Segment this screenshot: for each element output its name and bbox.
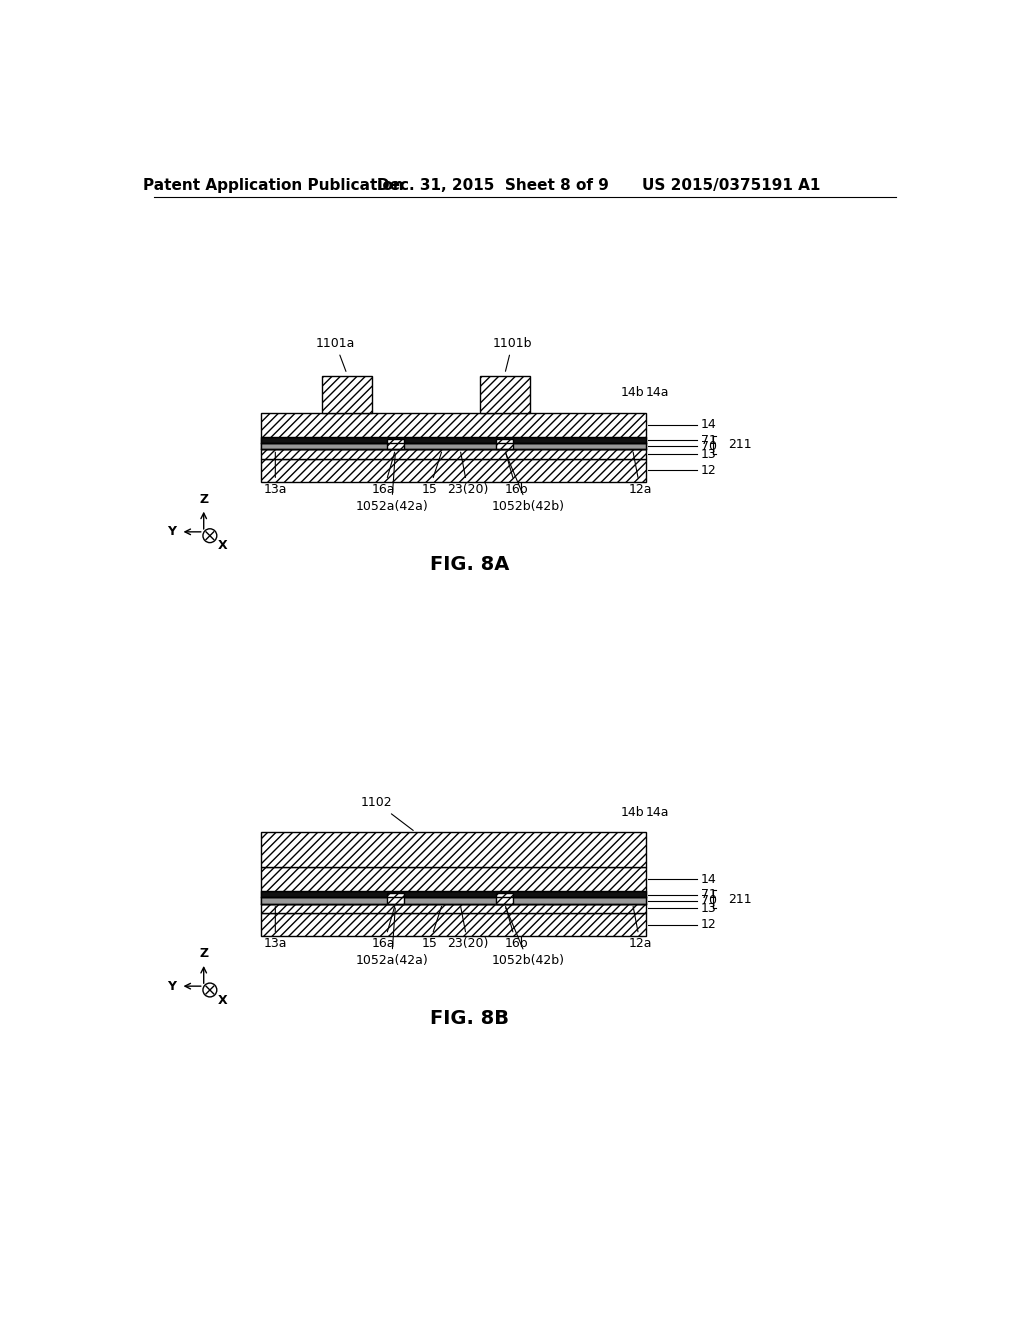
Bar <box>261 832 646 867</box>
Text: Dec. 31, 2015  Sheet 8 of 9: Dec. 31, 2015 Sheet 8 of 9 <box>377 178 608 193</box>
Text: 12: 12 <box>701 917 717 931</box>
Bar <box>261 437 360 449</box>
Bar <box>261 896 646 904</box>
Text: 12a: 12a <box>629 907 652 950</box>
Text: 23(20): 23(20) <box>447 453 488 496</box>
Text: 1052b(42b): 1052b(42b) <box>492 908 564 968</box>
Bar <box>430 437 470 449</box>
Text: 14b: 14b <box>621 385 644 399</box>
Text: 13: 13 <box>701 902 717 915</box>
Text: 13: 13 <box>701 447 717 461</box>
Text: X: X <box>218 994 227 1007</box>
Text: US 2015/0375191 A1: US 2015/0375191 A1 <box>642 178 820 193</box>
Text: 16a: 16a <box>372 453 395 496</box>
Text: Z: Z <box>199 948 208 961</box>
Bar <box>261 891 360 904</box>
Bar <box>261 437 646 442</box>
Text: Z: Z <box>199 492 208 506</box>
Bar <box>261 459 646 482</box>
Text: 16b: 16b <box>505 907 528 950</box>
Text: 13a: 13a <box>263 453 287 496</box>
Bar <box>470 437 540 449</box>
Text: 71: 71 <box>701 434 717 446</box>
Text: X: X <box>218 539 227 552</box>
Bar <box>323 375 373 412</box>
Text: 211: 211 <box>728 892 752 906</box>
Text: 1052a(42a): 1052a(42a) <box>355 454 428 513</box>
Text: 16b: 16b <box>505 453 528 496</box>
Text: 12: 12 <box>701 463 717 477</box>
Text: 1101b: 1101b <box>493 337 532 371</box>
Bar <box>261 442 646 449</box>
Text: 1102: 1102 <box>361 796 414 830</box>
Text: 16a: 16a <box>372 907 395 950</box>
Bar <box>497 894 513 904</box>
Text: 14b: 14b <box>621 805 644 818</box>
Text: 15: 15 <box>422 451 441 496</box>
Bar <box>547 891 646 904</box>
Bar <box>547 437 646 449</box>
Bar <box>261 913 646 936</box>
Text: Y: Y <box>167 979 176 993</box>
Text: 1052a(42a): 1052a(42a) <box>355 908 428 968</box>
Text: 15: 15 <box>422 907 441 950</box>
Bar <box>261 904 646 913</box>
Bar <box>387 438 403 449</box>
Bar <box>387 894 403 904</box>
Bar <box>261 449 646 459</box>
Bar <box>360 437 430 449</box>
Text: 1052b(42b): 1052b(42b) <box>492 454 564 513</box>
Bar <box>497 438 513 449</box>
Bar <box>261 413 646 437</box>
Bar <box>360 891 430 904</box>
Text: 14: 14 <box>701 873 717 886</box>
Text: Patent Application Publication: Patent Application Publication <box>142 178 403 193</box>
Text: 23(20): 23(20) <box>447 907 488 950</box>
Text: 14: 14 <box>701 418 717 432</box>
Bar <box>261 891 646 896</box>
Text: Y: Y <box>167 525 176 539</box>
Bar <box>470 891 540 904</box>
Text: 70: 70 <box>701 440 717 453</box>
Text: 14a: 14a <box>645 805 669 818</box>
Text: 71: 71 <box>701 888 717 902</box>
Bar <box>480 375 530 412</box>
Text: 14a: 14a <box>645 385 669 399</box>
Text: FIG. 8A: FIG. 8A <box>430 554 509 574</box>
Text: 70: 70 <box>701 894 717 907</box>
Text: 211: 211 <box>728 438 752 451</box>
Text: FIG. 8B: FIG. 8B <box>430 1008 509 1028</box>
Text: 1101a: 1101a <box>315 337 355 371</box>
Text: 13a: 13a <box>263 907 287 950</box>
Bar <box>430 891 470 904</box>
Bar <box>261 867 646 891</box>
Text: 12a: 12a <box>629 453 652 496</box>
